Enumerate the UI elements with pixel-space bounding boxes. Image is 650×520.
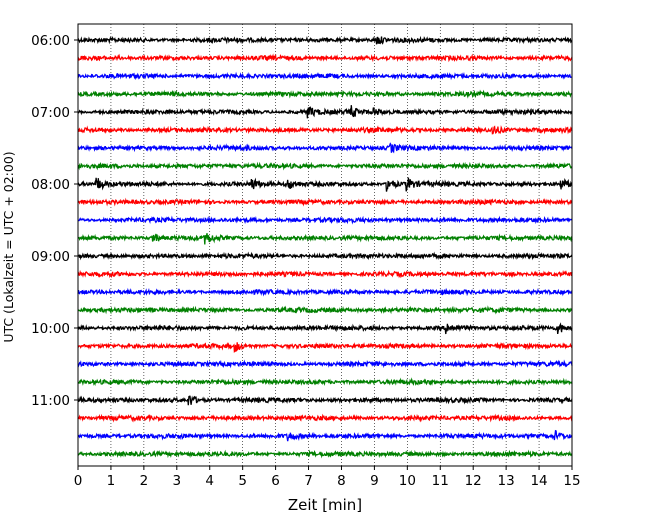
trace-0800 [77, 177, 573, 192]
y-axis: 06:00 07:00 08:00 09:00 10:00 11:00 [31, 33, 78, 409]
y-tick-label: 11:00 [31, 393, 70, 409]
trace-1130 [77, 429, 573, 442]
plot-frame [77, 23, 573, 467]
x-tick-label: 3 [173, 473, 182, 489]
x-tick-label: 10 [399, 473, 416, 489]
x-tick-label: 14 [530, 473, 547, 489]
trace-0730 [77, 142, 573, 154]
x-tick-label: 1 [107, 473, 116, 489]
y-tick-label: 07:00 [31, 105, 70, 121]
x-tick-label: 7 [304, 473, 313, 489]
trace-0930 [77, 287, 573, 297]
trace-0830 [77, 215, 573, 225]
seismogram-traces [77, 35, 573, 459]
y-tick-label: 06:00 [31, 33, 70, 49]
trace-0745 [77, 161, 573, 171]
trace-1015 [77, 341, 573, 353]
trace-0645 [77, 89, 573, 99]
x-tick-label: 0 [74, 473, 83, 489]
x-tick-label: 9 [370, 473, 379, 489]
trace-0915 [77, 269, 573, 279]
trace-1045 [77, 377, 573, 387]
trace-0900 [77, 251, 573, 261]
y-tick-label: 08:00 [31, 177, 70, 193]
trace-0630 [77, 71, 573, 81]
trace-0615 [77, 53, 573, 63]
trace-0700 [77, 105, 573, 119]
x-tick-label: 8 [337, 473, 346, 489]
x-axis-label: Zeit [min] [288, 496, 362, 514]
x-axis: 0 1 2 3 4 5 6 7 8 9 10 11 12 13 14 15 [74, 466, 581, 489]
trace-0945 [77, 305, 573, 315]
x-tick-label: 13 [498, 473, 515, 489]
x-tick-label: 5 [238, 473, 247, 489]
x-tick-label: 15 [563, 473, 580, 489]
y-tick-label: 10:00 [31, 321, 70, 337]
trace-1115 [77, 413, 573, 423]
trace-1100 [77, 395, 573, 406]
trace-0815 [77, 197, 573, 207]
y-axis-label: UTC (Lokalzeit = UTC + 02:00) [1, 151, 16, 342]
y-tick-label: 09:00 [31, 249, 70, 265]
trace-1030 [77, 359, 573, 369]
x-tick-label: 11 [432, 473, 449, 489]
trace-0715 [77, 125, 573, 135]
x-tick-label: 6 [271, 473, 280, 489]
trace-1000 [77, 322, 573, 335]
x-tick-label: 12 [465, 473, 482, 489]
trace-0845 [77, 233, 573, 245]
x-tick-label: 2 [140, 473, 149, 489]
trace-0600 [77, 35, 573, 45]
trace-1145 [77, 449, 573, 459]
x-tick-label: 4 [205, 473, 214, 489]
